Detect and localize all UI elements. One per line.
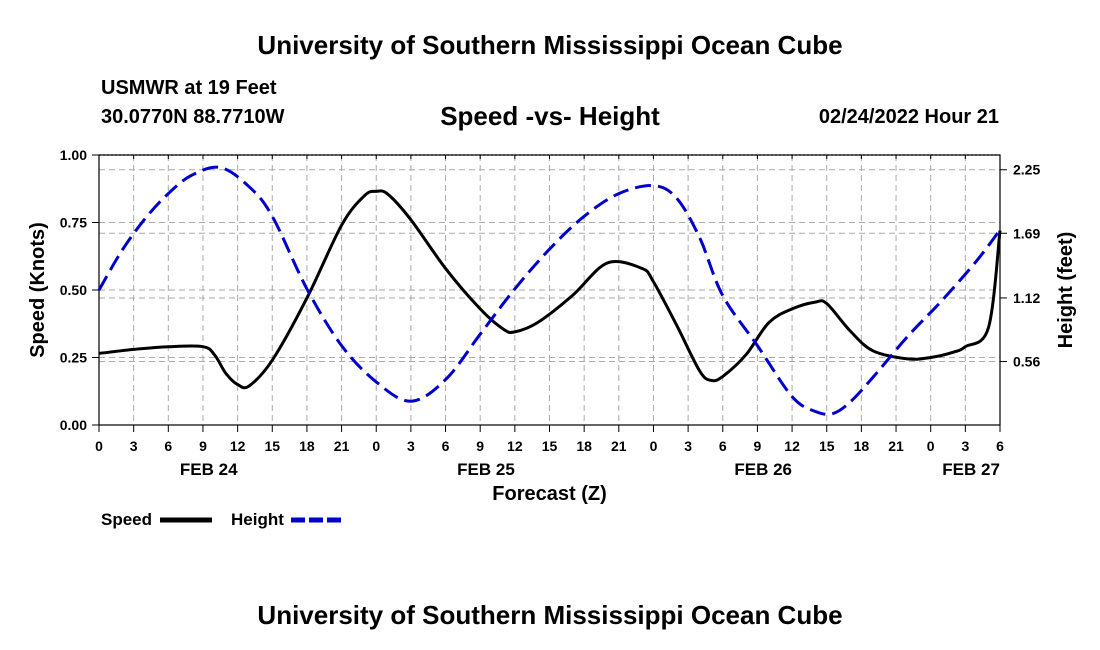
y2-tick-label: 1.12	[1013, 290, 1040, 306]
y2-axis-label: Height (feet)	[1055, 232, 1077, 349]
x-tick-label: 6	[442, 438, 450, 454]
y-tick-label: 1.00	[60, 147, 87, 163]
x-tick-label: 0	[95, 438, 103, 454]
y2-tick-label: 0.56	[1013, 353, 1040, 369]
x-tick-label: 12	[507, 438, 523, 454]
x-tick-label: 18	[299, 438, 315, 454]
chart-title-bottom: University of Southern Mississippi Ocean…	[257, 600, 843, 630]
y-tick-label: 0.25	[60, 350, 87, 366]
legend-label-height: Height	[231, 510, 284, 529]
chart-title-top: University of Southern Mississippi Ocean…	[257, 30, 843, 60]
x-tick-label: 6	[164, 438, 172, 454]
x-tick-label: 12	[784, 438, 800, 454]
x-tick-label: 21	[888, 438, 904, 454]
x-tick-label: 21	[334, 438, 350, 454]
x-tick-label: 12	[230, 438, 246, 454]
station-coordinates: 30.0770N 88.7710W	[101, 106, 285, 128]
date-label: FEB 27	[942, 460, 1000, 479]
y-axis-label: Speed (Knots)	[27, 222, 49, 358]
forecast-datetime: 02/24/2022 Hour 21	[818, 106, 999, 128]
x-tick-label: 18	[576, 438, 592, 454]
chart-subtitle: Speed -vs- Height	[440, 101, 660, 131]
station-name: USMWR at 19 Feet	[101, 77, 277, 99]
y-tick-label: 0.00	[60, 417, 87, 433]
date-label: FEB 25	[457, 460, 515, 479]
x-tick-label: 9	[476, 438, 484, 454]
legend-label-speed: Speed	[101, 510, 152, 529]
height-series-line	[97, 165, 1002, 416]
speed-series-line	[98, 189, 1002, 390]
x-tick-label: 3	[407, 438, 415, 454]
x-tick-label: 15	[542, 438, 558, 454]
x-tick-label: 9	[754, 438, 762, 454]
x-tick-label: 0	[650, 438, 658, 454]
x-tick-label: 3	[961, 438, 969, 454]
x-axis-label: Forecast (Z)	[492, 483, 606, 505]
y-tick-label: 0.75	[60, 215, 87, 231]
x-tick-label: 3	[684, 438, 692, 454]
x-tick-label: 15	[819, 438, 835, 454]
date-label: FEB 26	[734, 460, 792, 479]
x-tick-label: 15	[264, 438, 280, 454]
y2-tick-label: 1.69	[1013, 225, 1040, 241]
y2-tick-label: 2.25	[1013, 162, 1040, 178]
date-label: FEB 24	[180, 460, 238, 479]
x-tick-label: 0	[372, 438, 380, 454]
x-tick-label: 6	[719, 438, 727, 454]
x-tick-label: 6	[996, 438, 1004, 454]
y-tick-label: 0.50	[60, 282, 87, 298]
x-tick-label: 21	[611, 438, 627, 454]
x-tick-label: 9	[199, 438, 207, 454]
x-tick-label: 3	[130, 438, 138, 454]
x-tick-label: 0	[927, 438, 935, 454]
x-tick-label: 18	[854, 438, 870, 454]
